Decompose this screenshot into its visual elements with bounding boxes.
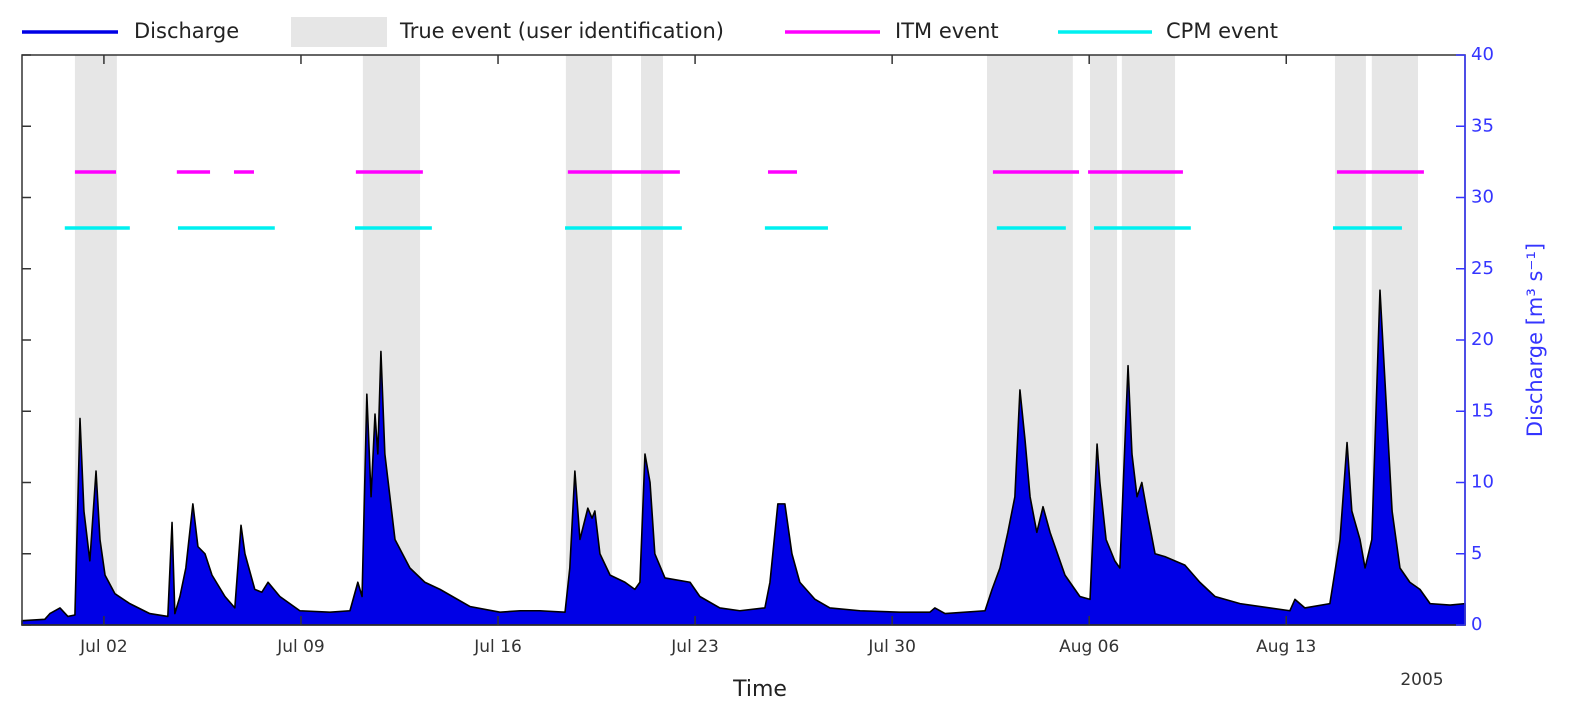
y-tick-label: 0 [1471,614,1482,635]
y-tick-label: 30 [1471,187,1494,208]
x-tick-label: Aug 13 [1256,637,1316,657]
y-tick-label: 40 [1471,44,1494,65]
plot-frame [21,54,1466,626]
y-tick-label: 35 [1471,115,1494,136]
y-tick-label: 20 [1471,329,1494,350]
discharge-area [21,289,1466,626]
x-tick-label: Aug 06 [1059,637,1119,657]
legend-label: CPM event [1166,19,1278,43]
legend-label: ITM event [895,19,999,43]
y-tick-label: 10 [1471,472,1494,493]
legend-label: True event (user identification) [399,19,724,43]
x-tick-label: Jul 16 [473,637,522,657]
y-tick-label: 15 [1471,400,1494,421]
y-axis-label: Discharge [m³ s⁻¹] [1523,243,1547,437]
x-tick-label: Jul 02 [79,637,128,657]
x-tick-label: Jul 09 [276,637,325,657]
y-tick-label: 25 [1471,258,1494,279]
x-tick-label: Jul 23 [670,637,719,657]
x-axis-label: Time [732,677,787,702]
legend-label: Discharge [134,19,239,43]
y-tick-label: 5 [1471,543,1482,564]
legend-swatch [291,17,387,47]
x-year-label: 2005 [1400,670,1443,690]
x-tick-label: Jul 30 [867,637,916,657]
